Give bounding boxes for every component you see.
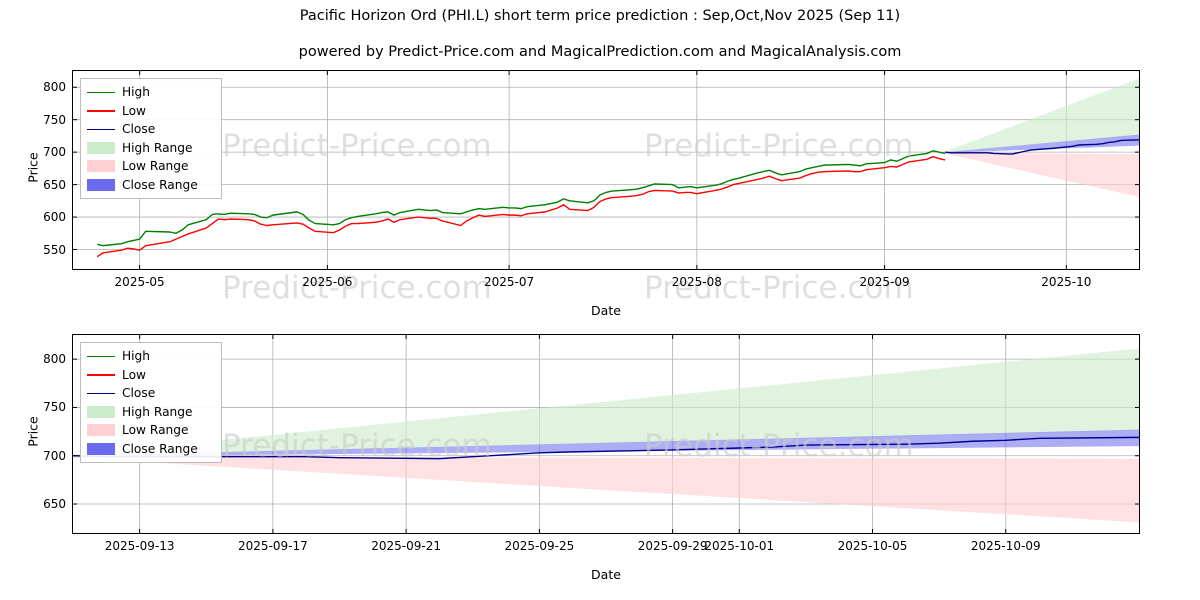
top-chart-y-tick-label: 750 xyxy=(43,112,66,127)
legend-label: Close Range xyxy=(122,177,198,192)
bottom-chart-x-tick-label: 2025-09-17 xyxy=(238,539,308,553)
legend-swatch-icon xyxy=(87,141,115,154)
series-line-close xyxy=(945,139,1139,155)
band-low-range xyxy=(945,152,1139,197)
bottom-chart-y-tick-label: 800 xyxy=(43,352,66,367)
top-legend-item-high: High xyxy=(87,83,213,102)
bottom-chart-y-tick-label: 700 xyxy=(43,448,66,463)
top-chart-x-tick-label: 2025-06 xyxy=(302,275,353,289)
top-chart-x-tick-label: 2025-08 xyxy=(671,275,722,289)
legend-swatch-icon xyxy=(87,424,115,437)
legend-swatch-icon xyxy=(87,351,115,362)
top-chart-y-tick-label: 650 xyxy=(43,177,66,192)
top-chart-canvas xyxy=(73,71,1139,269)
bottom-chart-x-tick-label: 2025-09-29 xyxy=(637,539,708,553)
bottom-chart-x-tick-label: 2025-09-21 xyxy=(371,539,441,553)
band-close-range xyxy=(73,429,1139,457)
top-chart-x-tick-label: 2025-05 xyxy=(114,275,165,289)
bottom-legend-item-low-range: Low Range xyxy=(87,421,213,440)
bottom-chart-y-tick-label: 750 xyxy=(43,400,66,415)
top-legend-item-high-range: High Range xyxy=(87,139,213,158)
legend-label: Close xyxy=(122,386,156,401)
bottom-legend-item-close: Close xyxy=(87,384,213,403)
band-high-range xyxy=(73,348,1139,456)
page-subtitle: powered by Predict-Price.com and Magical… xyxy=(298,44,902,60)
legend-swatch-icon xyxy=(87,124,115,135)
bottom-chart-x-tick-label: 2025-10-09 xyxy=(970,539,1041,553)
legend-label: Low xyxy=(122,367,146,382)
top-legend-item-low: Low xyxy=(87,102,213,121)
top-chart-y-tick-label: 550 xyxy=(43,242,66,257)
legend-swatch-icon xyxy=(87,369,115,380)
legend-label: High xyxy=(122,85,151,100)
top-legend-item-close-range: Close Range xyxy=(87,176,213,195)
top-chart-x-tick-label: 2025-10 xyxy=(1041,275,1092,289)
legend-label: High xyxy=(122,349,151,364)
top-chart-x-tick-label: 2025-09 xyxy=(859,275,910,289)
top-chart-legend: High Low Close High Range Low Range Close Ran… xyxy=(80,78,222,199)
legend-swatch-icon xyxy=(87,442,115,455)
bottom-legend-item-close-range: Close Range xyxy=(87,440,213,459)
bottom-chart-y-tick-label: 650 xyxy=(43,497,66,512)
top-legend-item-low-range: Low Range xyxy=(87,157,213,176)
page-title: Pacific Horizon Ord (PHI.L) short term p… xyxy=(299,8,901,24)
legend-label: Low Range xyxy=(122,159,189,174)
band-close-range xyxy=(945,134,1139,153)
bottom-chart-plot-area xyxy=(72,334,1140,534)
legend-label: Close xyxy=(122,122,156,137)
legend-swatch-icon xyxy=(87,388,115,399)
legend-label: High Range xyxy=(122,140,193,155)
series-line-low xyxy=(96,155,946,258)
bottom-chart-legend: High Low Close High Range Low Range Close Ran… xyxy=(80,342,222,463)
bottom-legend-item-high: High xyxy=(87,347,213,366)
series-line-high xyxy=(97,150,946,247)
legend-label: High Range xyxy=(122,404,193,419)
top-chart-x-tick-label: 2025-07 xyxy=(484,275,535,289)
top-legend-item-close: Close xyxy=(87,120,213,139)
series-line-close xyxy=(73,436,1139,460)
legend-swatch-icon xyxy=(87,87,115,98)
top-chart-x-axis-label: Date xyxy=(591,303,621,318)
bottom-legend-item-high-range: High Range xyxy=(87,403,213,422)
band-low-range xyxy=(73,456,1139,523)
bottom-chart-x-tick-label: 2025-10-05 xyxy=(837,539,908,553)
top-chart-y-axis-label: Price xyxy=(25,152,41,183)
legend-label: Low Range xyxy=(122,423,189,438)
legend-swatch-icon xyxy=(87,105,115,116)
bottom-chart-x-tick-label: 2025-09-13 xyxy=(104,539,175,553)
bottom-chart-x-tick-label: 2025-10-01 xyxy=(704,539,775,553)
top-chart-plot-area xyxy=(72,70,1140,270)
bottom-chart-x-tick-label: 2025-09-25 xyxy=(504,539,575,553)
band-high-range xyxy=(945,78,1139,153)
legend-label: Close Range xyxy=(122,441,198,456)
legend-swatch-icon xyxy=(87,178,115,191)
top-chart-y-tick-label: 700 xyxy=(43,145,66,160)
legend-swatch-icon xyxy=(87,160,115,173)
bottom-chart-canvas xyxy=(73,335,1139,533)
bottom-legend-item-low: Low xyxy=(87,366,213,385)
legend-swatch-icon xyxy=(87,405,115,418)
legend-label: Low xyxy=(122,103,146,118)
bottom-chart-x-axis-label: Date xyxy=(591,567,621,582)
top-chart-y-tick-label: 600 xyxy=(43,210,66,225)
top-chart-y-tick-label: 800 xyxy=(43,80,66,95)
